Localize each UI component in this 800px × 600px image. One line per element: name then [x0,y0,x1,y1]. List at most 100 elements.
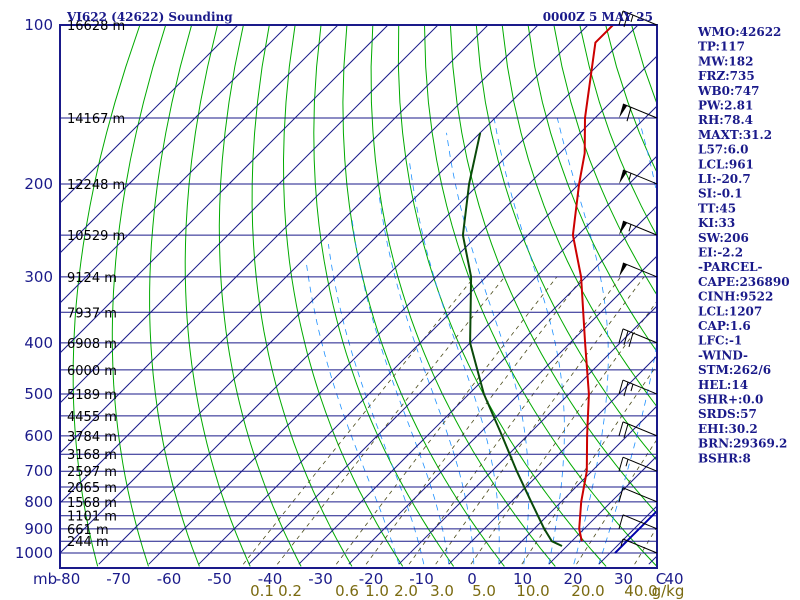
height-label: 6908 m [67,337,117,352]
isotherm [548,455,657,565]
isotherm [60,25,439,404]
index-item: LI:-20.7 [698,172,751,186]
index-item: KI:33 [698,216,735,230]
wind-barb-feather [626,107,632,122]
index-item: CAP:1.6 [698,319,751,333]
pressure-tick: 300 [24,268,53,286]
dry-adiabat [342,25,505,567]
wind-barb-staff [622,421,658,437]
plot-frame [59,24,658,569]
wind-barb [618,487,658,503]
index-item: LCL:961 [698,157,754,171]
wind-barb-staff [622,220,658,236]
temperature-tick: -20 [359,570,384,588]
wind-barb-half [630,383,634,392]
temperature-tick: -60 [157,570,182,588]
height-label: 4455 m [67,410,117,425]
isotherm [60,25,339,304]
wind-barb-feather [618,487,624,502]
wind-barb-staff [622,103,658,119]
index-item: SRDS:57 [698,407,757,421]
mixing-ratio-line [435,276,645,565]
mixing-ratio-line [242,276,475,565]
index-item: EHI:30.2 [698,422,758,436]
wind-barb-feather [628,332,634,348]
index-item: BRN:29369.2 [698,437,787,451]
isotherm [498,405,657,565]
height-label: 6000 m [67,364,117,379]
wind-barb-pennant [619,262,627,277]
wind-barb-half [630,14,634,23]
pressure-tick: 200 [24,175,53,193]
dry-adiabat [501,25,657,408]
index-item: MW:182 [698,54,753,68]
temperature-tick: -80 [56,570,81,588]
index-item: EI:-2.2 [698,246,743,260]
grid-lines [60,25,657,565]
isotherm [60,25,289,254]
index-item: LFC:-1 [698,334,742,348]
pressure-tick: 500 [24,385,53,403]
mixing-ratio-tick: 0.1 [250,582,274,600]
index-item: TT:45 [698,201,736,215]
isotherm [348,255,657,565]
mixing-ratio-line [634,526,657,565]
wind-barb-feather [618,379,624,395]
height-label: 12248 m [67,178,125,193]
index-item: SHR+:0.0 [698,393,763,407]
temperature-tick: -30 [308,570,333,588]
height-label: 3784 m [67,430,117,445]
height-label: 661 m [67,523,109,538]
station-title: VI622 (42622) Sounding [66,10,233,24]
wind-barb-staff [622,379,658,395]
wind-barb [618,10,658,28]
mixing-ratio-unit: g/kg [652,582,685,600]
dry-adiabat [111,25,167,567]
mixing-ratio-tick: 0.2 [278,582,302,600]
wind-barb-feather [618,10,624,26]
mixing-ratio-tick: 10.0 [516,582,549,600]
mixing-ratio-tick: 40.0 [624,582,657,600]
wind-barb-half [620,538,624,547]
wind-barb-pennant [619,221,627,236]
temperature-unit-label: C [656,570,666,588]
wind-barb-pennant [619,103,627,118]
wind-barb-feather [623,330,629,346]
index-item: RH:78.4 [698,113,753,127]
index-item: FRZ:735 [698,69,755,83]
height-label: 7937 m [67,306,117,321]
wind-barb-staff [622,328,658,344]
isotherm [98,25,639,565]
wind-barb-half [628,224,632,232]
height-label: 10529 m [67,229,125,244]
dry-adiabat [370,25,556,567]
isotherm [60,25,389,354]
isotherm [60,25,489,454]
mixing-ratio-tick: 20.0 [571,582,604,600]
mixing-ratio-line [470,300,657,565]
moist-adiabat [328,244,425,565]
wind-barb [618,328,658,348]
isotherm [398,305,657,565]
index-item: SW:206 [698,231,749,245]
wind-barb [619,103,658,122]
mixing-ratio-line [365,276,584,565]
height-label: 16628 m [67,19,125,34]
wind-barb [618,421,658,439]
wind-barb-staff [622,456,658,472]
wind-barb [619,220,658,236]
temperature-tick: 10 [513,570,532,588]
moist-adiabat [408,159,500,565]
dry-adiabat [313,25,455,567]
wind-barb-staff [622,514,658,530]
wind-barb-half [628,173,632,181]
index-item: HEL:14 [698,378,748,392]
wind-barb [620,538,658,554]
mixing-ratio-tick: 3.0 [430,582,454,600]
temperature-tick: 30 [614,570,633,588]
index-item: WB0:747 [697,84,759,98]
wind-barb-staff [622,538,658,554]
wind-barb-staff [622,487,658,503]
pressure-tick: 600 [24,427,53,445]
